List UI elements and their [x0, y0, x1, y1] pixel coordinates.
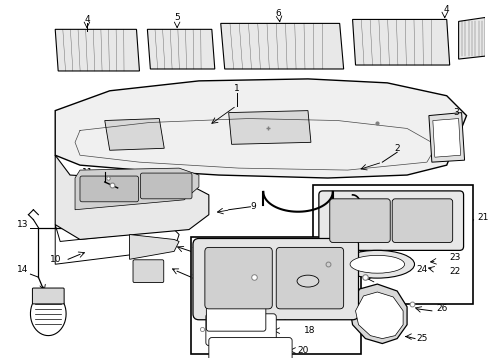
Text: 26: 26 [435, 304, 447, 313]
FancyBboxPatch shape [318, 191, 463, 250]
Text: 10: 10 [49, 255, 61, 264]
Text: 22: 22 [448, 267, 459, 276]
FancyBboxPatch shape [208, 338, 291, 360]
Text: 13: 13 [17, 220, 28, 229]
Polygon shape [349, 284, 406, 343]
FancyBboxPatch shape [329, 199, 389, 242]
Polygon shape [428, 113, 464, 162]
FancyBboxPatch shape [32, 288, 64, 304]
FancyBboxPatch shape [391, 199, 452, 242]
Polygon shape [55, 225, 179, 264]
Polygon shape [104, 118, 164, 150]
FancyBboxPatch shape [206, 306, 265, 331]
Text: 5: 5 [174, 13, 180, 22]
Text: 11: 11 [82, 167, 94, 176]
Ellipse shape [349, 255, 404, 273]
Polygon shape [220, 23, 343, 69]
Text: 12: 12 [373, 195, 384, 204]
Polygon shape [55, 79, 466, 178]
Polygon shape [55, 155, 208, 239]
Ellipse shape [296, 275, 318, 287]
FancyBboxPatch shape [193, 238, 358, 320]
FancyBboxPatch shape [205, 314, 276, 346]
Text: 20: 20 [297, 346, 308, 355]
Ellipse shape [340, 250, 414, 278]
Text: 7: 7 [191, 247, 197, 256]
Text: 4: 4 [443, 5, 448, 14]
Text: 21: 21 [477, 213, 488, 222]
Polygon shape [352, 19, 449, 65]
FancyBboxPatch shape [276, 247, 343, 309]
Text: 25: 25 [415, 334, 427, 343]
Text: 4: 4 [84, 15, 90, 24]
Polygon shape [129, 234, 179, 259]
Text: 18: 18 [304, 326, 315, 335]
FancyBboxPatch shape [133, 260, 163, 283]
Polygon shape [147, 30, 214, 69]
Polygon shape [355, 292, 402, 339]
FancyBboxPatch shape [204, 247, 272, 309]
Bar [312, 185, 472, 304]
Polygon shape [458, 17, 485, 59]
Text: 17: 17 [331, 287, 343, 296]
Text: 2: 2 [393, 144, 399, 153]
Polygon shape [432, 118, 460, 157]
Text: 6: 6 [275, 9, 281, 18]
Text: 19: 19 [313, 309, 325, 318]
Text: 8: 8 [191, 273, 197, 282]
Text: 23: 23 [448, 253, 459, 262]
FancyBboxPatch shape [140, 173, 192, 199]
Polygon shape [75, 168, 199, 210]
Polygon shape [30, 292, 66, 336]
FancyBboxPatch shape [80, 176, 138, 202]
Text: 3: 3 [453, 108, 459, 117]
Polygon shape [55, 30, 139, 71]
Text: 16: 16 [331, 273, 343, 282]
Text: 1: 1 [233, 84, 239, 93]
Text: 15: 15 [371, 237, 382, 246]
Text: 9: 9 [250, 202, 256, 211]
Text: 24: 24 [415, 265, 427, 274]
Polygon shape [228, 111, 310, 144]
Bar [191, 238, 361, 355]
Text: 14: 14 [17, 265, 28, 274]
